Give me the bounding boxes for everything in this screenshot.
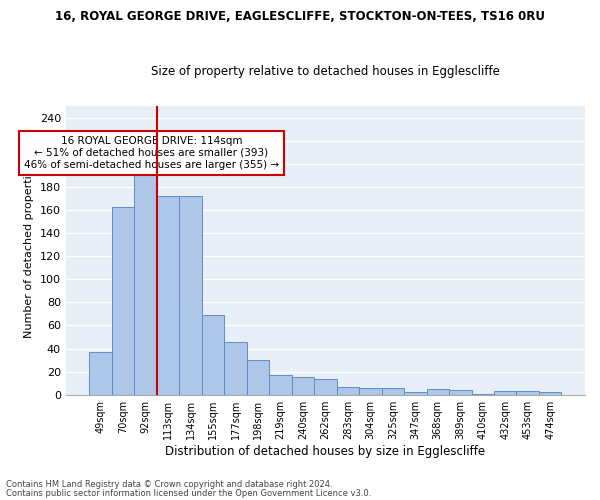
Bar [112,206,134,394]
Bar [382,388,404,394]
Title: Size of property relative to detached houses in Egglescliffe: Size of property relative to detached ho… [151,66,500,78]
Bar [179,196,202,394]
Bar [404,392,427,394]
Bar [157,196,179,394]
Bar [247,360,269,394]
Text: 16, ROYAL GEORGE DRIVE, EAGLESCLIFFE, STOCKTON-ON-TEES, TS16 0RU: 16, ROYAL GEORGE DRIVE, EAGLESCLIFFE, ST… [55,10,545,23]
Bar [427,389,449,394]
Bar [517,391,539,394]
Text: Contains public sector information licensed under the Open Government Licence v3: Contains public sector information licen… [6,488,371,498]
Bar [539,392,562,394]
Bar [337,386,359,394]
Bar [449,390,472,394]
X-axis label: Distribution of detached houses by size in Egglescliffe: Distribution of detached houses by size … [166,444,485,458]
Bar [292,378,314,394]
Bar [202,315,224,394]
Bar [314,378,337,394]
Bar [269,375,292,394]
Bar [359,388,382,394]
Y-axis label: Number of detached properties: Number of detached properties [24,162,34,338]
Text: Contains HM Land Registry data © Crown copyright and database right 2024.: Contains HM Land Registry data © Crown c… [6,480,332,489]
Bar [134,172,157,394]
Bar [89,352,112,395]
Bar [224,342,247,394]
Text: 16 ROYAL GEORGE DRIVE: 114sqm
← 51% of detached houses are smaller (393)
46% of : 16 ROYAL GEORGE DRIVE: 114sqm ← 51% of d… [24,136,279,170]
Bar [494,391,517,394]
